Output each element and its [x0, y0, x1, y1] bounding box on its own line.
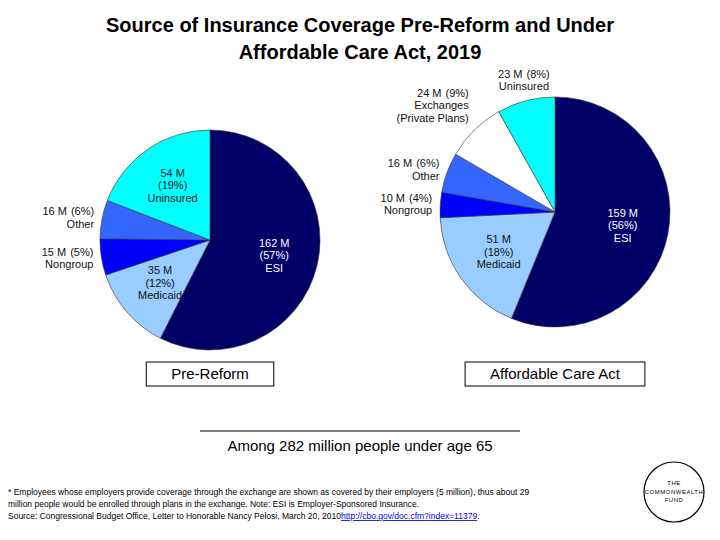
value-label: 16 M — [42, 205, 66, 217]
data-label: 159 M — [607, 207, 638, 219]
value-label: 159 M — [607, 207, 638, 219]
category-label-line: (Private Plans) — [397, 112, 469, 124]
data-label: 23 M (8%) — [498, 68, 550, 80]
pie-slice — [107, 130, 210, 240]
category-label: Nongroup — [384, 204, 432, 216]
percent-label: (6%) — [416, 157, 439, 169]
pie-title: Pre-Reform — [171, 365, 249, 382]
category-label-line: Medicaid — [477, 258, 521, 270]
percent-label: (18%) — [484, 246, 513, 258]
data-label: 16 M (6%) — [42, 205, 94, 217]
value-label: 15 M — [42, 246, 66, 258]
percent-label: (8%) — [527, 68, 550, 80]
percent-label: (6%) — [71, 205, 94, 217]
footnote: * Employees whose employers provide cove… — [8, 487, 529, 497]
data-label: (57%) — [260, 249, 289, 261]
value-label: 35 M — [148, 264, 172, 276]
data-label: 16 M (6%) — [388, 157, 440, 169]
category-label-line: Medicaid — [138, 289, 182, 301]
value-label: 51 M — [486, 233, 510, 245]
background — [0, 0, 720, 540]
chart-canvas: Source of Insurance Coverage Pre-Reform … — [0, 0, 720, 540]
value-label: 23 M — [498, 68, 522, 80]
category-label-line: Uninsured — [148, 192, 198, 204]
data-label: (19%) — [158, 179, 187, 191]
data-label: 162 M — [259, 237, 290, 249]
category-label-line: ESI — [614, 232, 632, 244]
category-label: Medicaid — [477, 258, 521, 270]
source-end: . — [477, 511, 479, 521]
source: Source: Congressional Budget Office, Let… — [8, 511, 480, 521]
value-label: 10 M — [381, 192, 405, 204]
percent-label: (57%) — [260, 249, 289, 261]
category-label-line: ESI — [265, 262, 283, 274]
data-label: 35 M — [148, 264, 172, 276]
category-label: Uninsured — [499, 80, 549, 92]
data-label: (56%) — [608, 219, 637, 231]
pie-title-box: Affordable Care Act — [465, 362, 645, 386]
category-label: Other — [412, 170, 440, 182]
pie — [100, 130, 320, 350]
title-line: Affordable Care Act, 2019 — [239, 41, 482, 63]
pie-title-box: Pre-Reform — [146, 362, 274, 386]
value-label: 16 M — [388, 157, 412, 169]
value-label: 24 M — [417, 87, 441, 99]
category-label: ESI — [265, 262, 283, 274]
title-line: Source of Insurance Coverage Pre-Reform … — [106, 14, 614, 36]
logo-text: FUND — [665, 497, 684, 503]
percent-label: (5%) — [70, 246, 93, 258]
category-label: Uninsured — [148, 192, 198, 204]
logo-text: THE — [667, 480, 681, 486]
source-link[interactable]: http://cbo.gov/doc.cfm?index=11379 — [341, 511, 477, 521]
pie-slice — [440, 212, 555, 318]
footnote: million people would be enrolled through… — [8, 499, 419, 509]
data-label: 51 M — [486, 233, 510, 245]
percent-label: (56%) — [608, 219, 637, 231]
data-label: 10 M (4%) — [381, 192, 433, 204]
title: Source of Insurance Coverage Pre-Reform … — [106, 14, 614, 63]
logo-text: COMMONWEALTH — [645, 489, 704, 495]
pie-title-frame — [146, 362, 274, 386]
pie-labels: 162 M(57%)ESI 35 M(12%)Medicaid 15 M (5%)No… — [42, 167, 290, 302]
category-label-line: Other — [412, 170, 440, 182]
category-label-line: Exchanges — [414, 99, 469, 111]
data-label: (18%) — [484, 246, 513, 258]
pie-slice — [499, 97, 555, 212]
data-label: (12%) — [145, 277, 174, 289]
category-label: Nongroup — [45, 258, 93, 270]
note: Among 282 million people under age 65 — [227, 437, 492, 454]
value-label: 162 M — [259, 237, 290, 249]
category-label-line: Nongroup — [45, 258, 93, 270]
source-text: Source: Congressional Budget Office, Let… — [8, 511, 341, 521]
data-label: 54 M — [160, 167, 184, 179]
logo: THE COMMONWEALTH FUND — [644, 462, 704, 522]
percent-label: (9%) — [446, 87, 469, 99]
logo-ring — [644, 462, 704, 522]
category-label: Exchanges(Private Plans) — [397, 99, 470, 124]
pie — [440, 97, 670, 327]
percent-label: (12%) — [145, 277, 174, 289]
data-label: 15 M (5%) — [42, 246, 94, 258]
category-label-line: Other — [67, 218, 95, 230]
category-label-line: Nongroup — [384, 204, 432, 216]
category-label: ESI — [614, 232, 632, 244]
separator — [200, 431, 520, 432]
pie-title: Affordable Care Act — [490, 365, 621, 382]
category-label: Medicaid — [138, 289, 182, 301]
percent-label: (19%) — [158, 179, 187, 191]
category-label: Other — [67, 218, 95, 230]
percent-label: (4%) — [409, 192, 432, 204]
pie-title-frame — [465, 362, 645, 386]
pie-labels: 159 M(56%)ESI 51 M(18%)Medicaid 10 M (4%)No… — [381, 68, 638, 270]
value-label: 54 M — [160, 167, 184, 179]
category-label-line: Uninsured — [499, 80, 549, 92]
data-label: 24 M (9%) — [417, 87, 469, 99]
